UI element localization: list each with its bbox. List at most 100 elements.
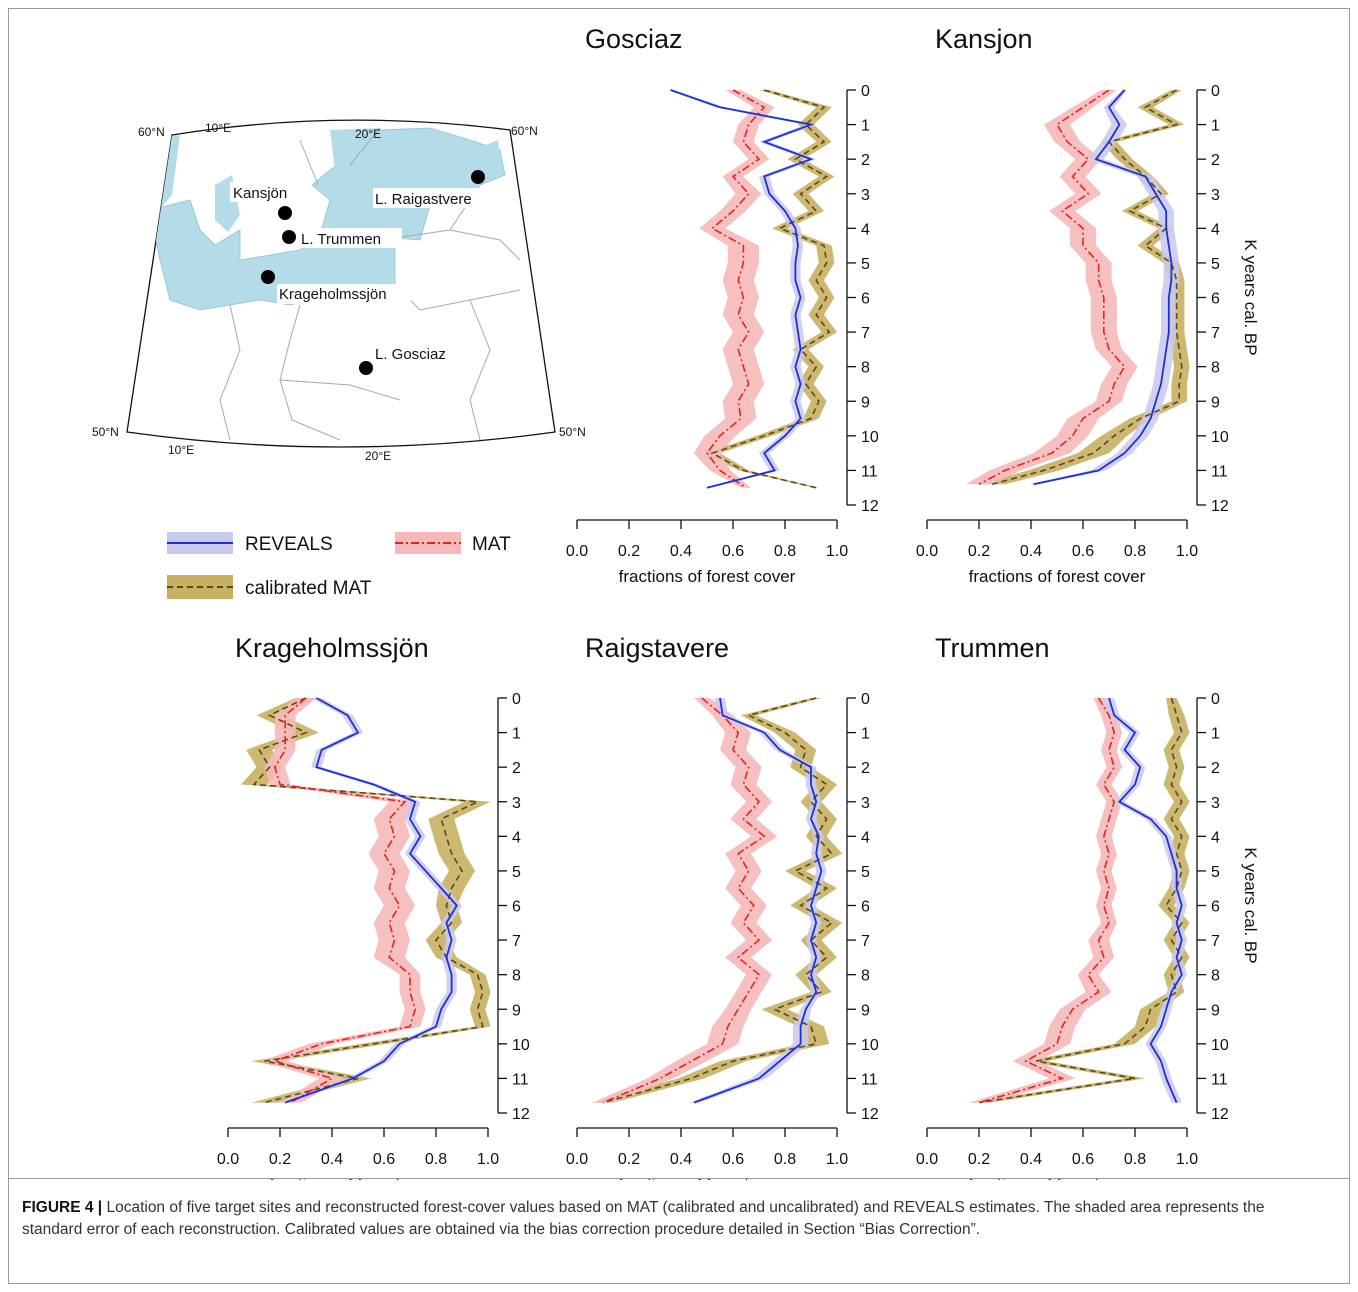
y-tick-label: 3 [512,795,521,812]
y-tick-label: 9 [1211,394,1220,411]
x-tick-label: 0.6 [373,1151,395,1168]
y-tick-label: 4 [1211,829,1220,846]
y-tick-label: 0 [861,83,870,100]
panel-title: Trummen [935,633,1050,663]
y-tick-label: 10 [1211,1037,1229,1054]
y-tick-label: 12 [861,498,879,515]
y-tick-label: 5 [861,256,870,273]
x-tick-label: 1.0 [1176,1151,1198,1168]
y-tick-label: 5 [861,864,870,881]
x-tick-label: 0.8 [774,543,796,560]
y-tick-label: 1 [512,726,521,743]
series-line-mat [602,697,766,1104]
y-tick-label: 11 [512,1071,529,1088]
figure-frame [8,8,1350,1284]
y-tick-label: 12 [1211,498,1229,515]
lat-label-sw: 50°N [92,425,119,439]
lat-label-se: 50°N [559,425,586,439]
x-tick-label: 0.4 [1020,543,1042,560]
x-tick-label: 0.6 [1072,543,1094,560]
y-tick-label: 10 [861,1037,879,1054]
x-tick-label: 0.2 [618,1151,640,1168]
lon-label-bottom-20: 20°E [365,449,391,463]
x-tick-label: 0.0 [916,543,938,560]
site-marker-trummen [282,230,296,244]
x-tick-label: 0.6 [1072,1151,1094,1168]
series-line-calibrated [710,89,831,489]
y-tick-label: 11 [861,463,878,480]
x-tick-label: 0.0 [566,543,588,560]
y-tick-label: 10 [861,429,879,446]
x-tick-label: 1.0 [1176,543,1198,560]
site-map: 60°N 60°N 50°N 50°N 10°E 20°E 10°E 20°E … [92,119,586,463]
y-tick-label: 12 [861,1106,879,1123]
x-tick-label: 0.8 [1124,1151,1146,1168]
baltic-sea [149,127,506,311]
y-tick-label: 0 [861,691,870,708]
site-marker-gosciaz [359,361,373,375]
lat-label-nw: 60°N [138,125,165,139]
lake-ladoga [486,140,500,165]
lon-label-bottom-10: 10°E [168,443,194,457]
band-reveals [280,698,462,1103]
y-tick-label: 7 [1211,325,1220,342]
x-tick-label: 0.4 [670,1151,692,1168]
x-tick-label: 0.6 [722,1151,744,1168]
y-tick-label: 6 [512,899,521,916]
series-line-calibrated [978,697,1183,1104]
y-tick-label: 7 [512,933,521,950]
y-tick-label: 4 [861,221,870,238]
y-axis-label: K years cal. BP [1241,239,1260,355]
y-tick-label: 0 [512,691,521,708]
y-tick-label: 10 [512,1037,530,1054]
x-tick-label: 0.8 [1124,543,1146,560]
x-tick-label: 1.0 [477,1151,499,1168]
y-tick-label: 0 [1211,691,1220,708]
y-tick-label: 6 [861,291,870,308]
x-tick-label: 0.8 [774,1151,796,1168]
y-tick-label: 11 [1211,1071,1228,1088]
y-tick-label: 2 [1211,760,1220,777]
y-tick-label: 1 [861,726,870,743]
y-tick-label: 1 [861,118,870,135]
series-line-reveals [693,697,823,1104]
x-axis-label: fractions of forest cover [619,567,796,586]
caption-text: Location of five target sites and recons… [22,1199,1265,1238]
series-line-reveals [284,697,458,1104]
y-tick-label: 4 [512,829,521,846]
site-label-bg-krageholmssjon [277,284,411,304]
site-label-gosciaz: L. Gosciaz [375,346,446,363]
y-axis-label: K years cal. BP [1241,847,1260,963]
y-tick-label: 9 [1211,1002,1220,1019]
y-tick-label: 8 [1211,360,1220,377]
y-tick-label: 1 [1211,118,1220,135]
x-tick-label: 0.2 [269,1151,291,1168]
y-tick-label: 11 [1211,463,1228,480]
y-tick-label: 12 [1211,1106,1229,1123]
panel-title: Kansjon [935,24,1033,54]
caption-separator [9,1178,1349,1179]
x-tick-label: 0.2 [968,543,990,560]
legend-label-mat: MAT [472,534,511,555]
band-reveals [1103,698,1187,1103]
lat-label-ne: 60°N [511,124,538,138]
series-line-mat [272,697,417,1104]
x-axis-label: fractions of forest cover [619,1175,796,1180]
y-tick-label: 5 [512,864,521,881]
y-tick-label: 12 [512,1106,530,1123]
y-tick-label: 8 [512,968,521,985]
gulf-bothnia [330,128,380,170]
band-mat [968,698,1122,1103]
y-tick-label: 2 [512,760,521,777]
figure-caption: FIGURE 4 | Location of five target sites… [22,1197,1327,1241]
y-tick-label: 7 [861,933,870,950]
series-line-reveals [670,89,815,489]
site-label-krageholmssjon: Krageholmssjön [279,286,387,303]
y-tick-label: 3 [861,187,870,204]
legend-label-calibrated: calibrated MAT [245,578,372,599]
site-label-kansjon: Kansjön [233,185,287,202]
x-axis-label: fractions of forest cover [270,1175,447,1180]
x-tick-label: 0.4 [670,543,692,560]
caption-figure-label: FIGURE 4 | [22,1199,103,1216]
